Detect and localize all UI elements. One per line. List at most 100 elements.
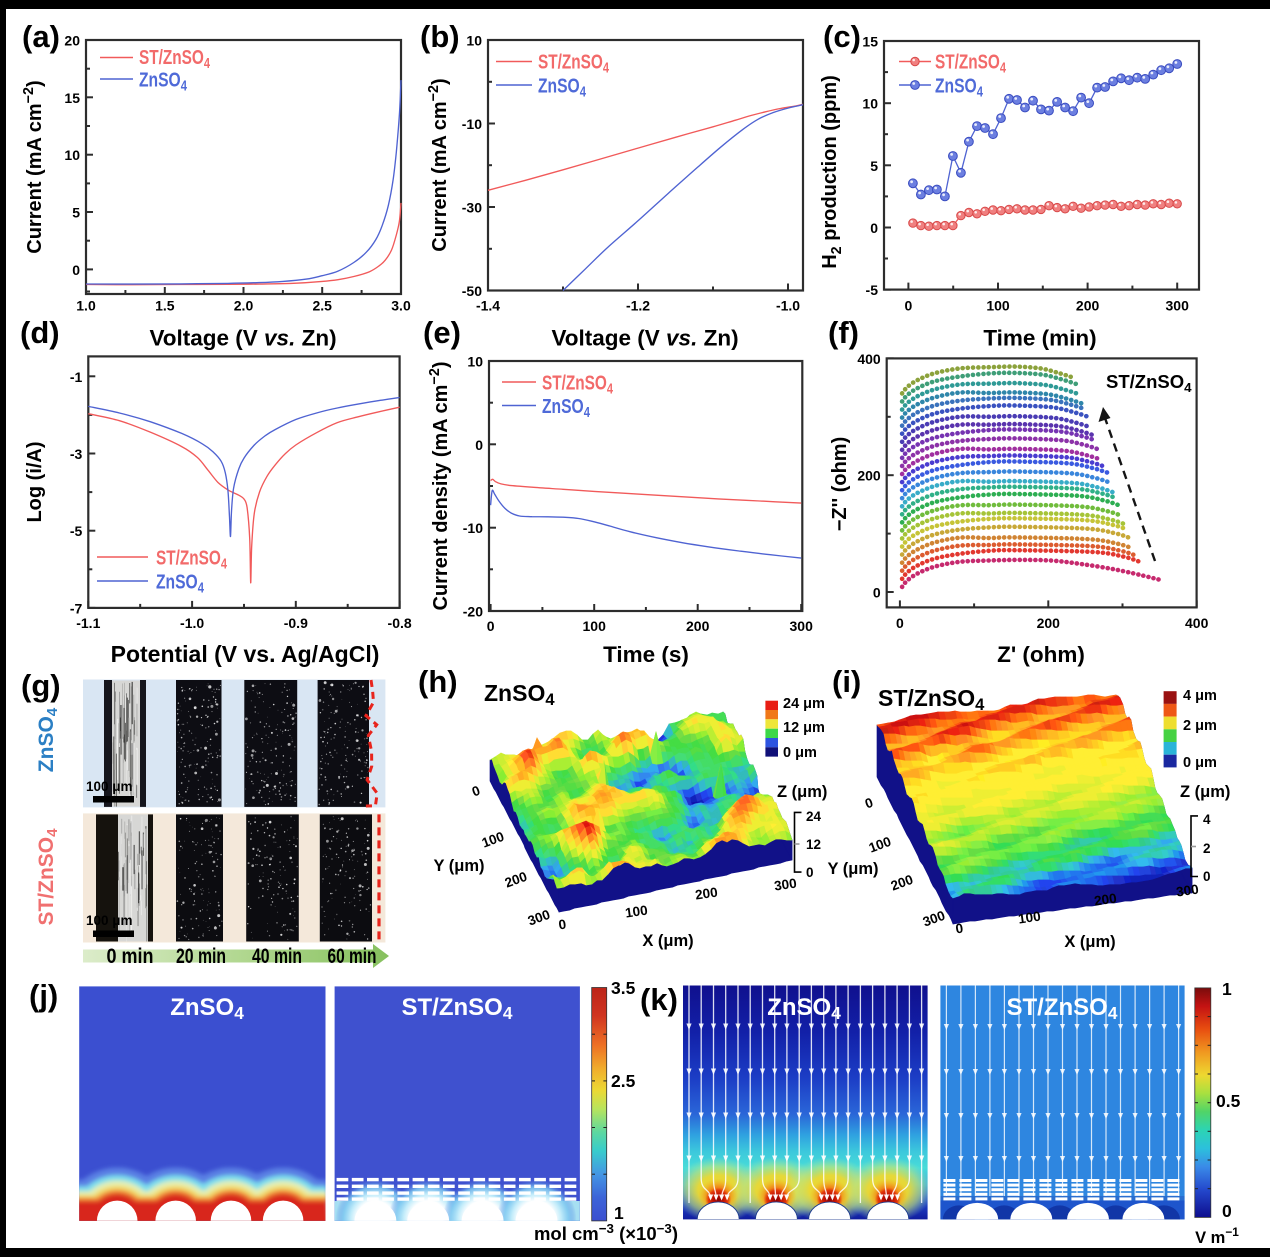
svg-text:2.5: 2.5 [312,298,332,314]
svg-text:-0.8: -0.8 [388,615,412,631]
svg-text:0: 0 [558,917,568,933]
svg-text:Log (i/A): Log (i/A) [24,441,46,522]
svg-text:100: 100 [480,829,506,851]
svg-text:ST/ZnSO4: ST/ZnSO4 [935,52,1006,77]
svg-text:1: 1 [614,1203,624,1223]
svg-text:-50: -50 [462,283,482,299]
svg-text:20: 20 [64,33,80,49]
svg-text:400: 400 [1185,615,1209,631]
svg-text:ST/ZnSO4: ST/ZnSO4 [1007,994,1118,1023]
svg-text:0 μm: 0 μm [1183,755,1217,771]
svg-text:0 μm: 0 μm [783,745,817,761]
svg-text:0: 0 [1203,869,1211,884]
svg-text:Time (min): Time (min) [983,326,1096,351]
svg-text:Current density (mA cm−2): Current density (mA cm−2) [427,361,452,610]
svg-text:(c): (c) [823,19,861,54]
svg-text:0: 0 [806,865,814,880]
svg-text:200: 200 [1076,298,1100,314]
svg-text:ST/ZnSO4: ST/ZnSO4 [139,47,210,72]
svg-text:20 min: 20 min [176,945,226,968]
svg-text:24: 24 [806,809,822,824]
svg-text:(h): (h) [418,664,458,699]
svg-text:ZnSO4: ZnSO4 [156,572,204,597]
svg-text:300: 300 [790,618,814,634]
svg-text:2 μm: 2 μm [1183,718,1217,734]
svg-text:-1.2: -1.2 [626,298,650,314]
svg-text:200: 200 [1093,891,1117,909]
svg-text:(a): (a) [22,19,60,54]
svg-text:0: 0 [905,298,913,314]
svg-text:ZnSO4: ZnSO4 [170,994,244,1023]
svg-text:-1: -1 [70,369,83,385]
svg-text:(e): (e) [423,315,461,350]
svg-text:Current (mA cm−2): Current (mA cm−2) [426,78,451,251]
svg-text:-7: -7 [70,600,83,616]
svg-text:ZnSO4: ZnSO4 [542,396,590,421]
svg-text:ST/ZnSO4: ST/ZnSO4 [156,548,227,573]
svg-text:0.5: 0.5 [1216,1091,1241,1111]
svg-text:(b): (b) [420,19,460,54]
svg-text:2.5: 2.5 [611,1071,636,1091]
svg-text:5: 5 [72,205,80,221]
svg-text:-5: -5 [70,523,83,539]
svg-text:Potential (V vs. Ag/AgCl): Potential (V vs. Ag/AgCl) [111,641,380,667]
svg-text:-1.0: -1.0 [776,298,800,314]
svg-text:300: 300 [921,908,947,930]
svg-text:10: 10 [467,354,483,370]
svg-text:200: 200 [1037,615,1061,631]
svg-text:(f): (f) [828,315,859,350]
svg-text:2.0: 2.0 [234,298,254,314]
svg-text:100: 100 [583,618,607,634]
svg-text:Z (μm): Z (μm) [1180,783,1230,801]
svg-text:X (μm): X (μm) [1064,933,1115,951]
svg-text:Y (μm): Y (μm) [433,857,484,875]
svg-text:15: 15 [64,90,80,106]
svg-text:-10: -10 [463,520,483,536]
svg-text:-30: -30 [462,200,482,216]
svg-text:X (μm): X (μm) [642,932,693,950]
svg-text:100: 100 [867,834,893,856]
svg-text:300: 300 [1166,298,1190,314]
svg-text:ST/ZnSO4: ST/ZnSO4 [35,828,61,926]
svg-text:4 μm: 4 μm [1183,688,1217,704]
svg-text:-5: -5 [866,282,879,298]
svg-text:5: 5 [870,158,878,174]
svg-text:0 min: 0 min [107,945,154,968]
svg-text:−Z'' (ohm): −Z'' (ohm) [829,437,851,532]
svg-text:10: 10 [862,96,878,112]
svg-text:Current (mA cm−2): Current (mA cm−2) [21,80,46,253]
svg-text:ZnSO4: ZnSO4 [35,707,61,772]
svg-text:1: 1 [1222,979,1232,999]
svg-text:0: 0 [1222,1201,1232,1221]
svg-text:-1.1: -1.1 [76,615,100,631]
svg-text:10: 10 [64,147,80,163]
svg-text:0: 0 [475,437,483,453]
svg-text:24 μm: 24 μm [783,696,825,712]
svg-text:ZnSO4: ZnSO4 [484,680,555,709]
svg-text:ZnSO4: ZnSO4 [139,70,187,95]
svg-text:ST/ZnSO4: ST/ZnSO4 [402,994,513,1023]
svg-text:-20: -20 [463,604,483,620]
svg-text:1.0: 1.0 [76,298,96,314]
svg-text:Voltage (V vs. Zn): Voltage (V vs. Zn) [149,326,336,351]
svg-text:300: 300 [526,907,552,929]
svg-text:1.5: 1.5 [155,298,175,314]
svg-text:200: 200 [694,885,718,903]
svg-text:4: 4 [1203,812,1211,827]
svg-text:40 min: 40 min [252,945,302,968]
svg-text:-10: -10 [462,116,482,132]
svg-text:60 min: 60 min [328,945,377,968]
svg-text:12 μm: 12 μm [783,720,825,736]
svg-text:ST/ZnSO4: ST/ZnSO4 [542,373,613,398]
svg-text:2: 2 [1203,841,1211,856]
svg-text:3.0: 3.0 [391,298,411,314]
svg-text:0: 0 [870,220,878,236]
svg-text:400: 400 [857,351,881,367]
svg-text:200: 200 [889,872,915,894]
svg-text:-3: -3 [70,446,83,462]
svg-text:0: 0 [487,618,495,634]
svg-text:100: 100 [624,903,648,921]
svg-text:300: 300 [1175,882,1199,900]
svg-text:ST/ZnSO4: ST/ZnSO4 [538,52,609,77]
svg-text:-1.0: -1.0 [180,615,204,631]
